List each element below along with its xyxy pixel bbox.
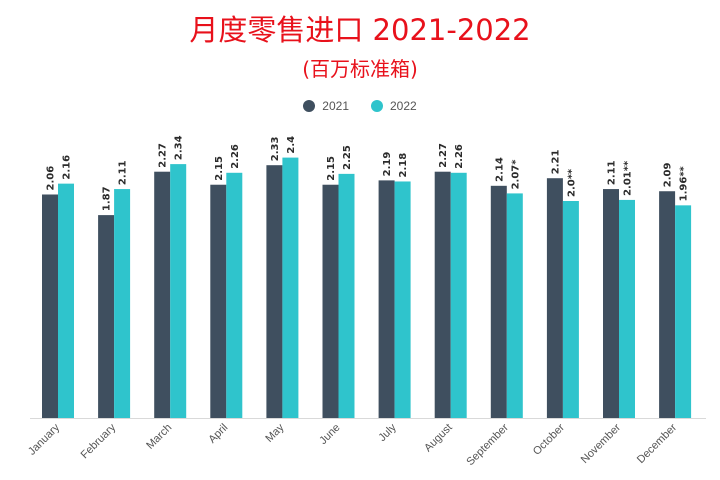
bar-2022-may bbox=[282, 157, 299, 418]
value-label-2021-may: 2.33 bbox=[270, 136, 281, 161]
bar-2022-june bbox=[338, 173, 355, 418]
chart-subtitle: (百万标准箱) bbox=[302, 57, 418, 81]
bar-2022-april bbox=[226, 172, 243, 418]
bar-2021-september bbox=[490, 185, 507, 418]
value-label-2021-april: 2.15 bbox=[214, 156, 225, 181]
value-label-2022-march: 2.34 bbox=[174, 135, 185, 160]
bar-2021-october bbox=[546, 178, 563, 418]
value-label-2021-august: 2.27 bbox=[438, 143, 449, 168]
x-tick-label-september: September bbox=[464, 421, 511, 468]
value-label-2022-may: 2.4 bbox=[286, 136, 297, 154]
bar-2022-february bbox=[114, 189, 131, 418]
value-label-2022-july: 2.18 bbox=[398, 153, 409, 178]
x-tick-label-june: June bbox=[317, 422, 342, 447]
value-label-2021-december: 2.09 bbox=[663, 163, 674, 188]
value-label-2022-february: 2.11 bbox=[118, 160, 129, 185]
x-tick-label-november: November bbox=[579, 421, 624, 466]
bar-2021-april bbox=[210, 184, 227, 418]
bar-2021-may bbox=[266, 165, 283, 418]
value-label-2022-october: 2.0** bbox=[566, 168, 577, 197]
bar-2021-march bbox=[154, 171, 171, 418]
bar-2022-march bbox=[170, 164, 187, 418]
chart-title: 月度零售进口 2021-2022 bbox=[189, 13, 531, 47]
value-label-2022-april: 2.26 bbox=[230, 144, 241, 169]
bar-2021-july bbox=[378, 180, 395, 418]
bar-2021-february bbox=[98, 215, 115, 418]
bar-2022-december bbox=[675, 205, 692, 418]
x-tick-label-july: July bbox=[376, 421, 399, 444]
x-tick-label-march: March bbox=[144, 422, 174, 452]
value-label-2021-july: 2.19 bbox=[382, 152, 393, 177]
value-label-2021-november: 2.11 bbox=[607, 160, 618, 185]
value-label-2022-august: 2.26 bbox=[454, 144, 465, 169]
bar-2022-september bbox=[506, 193, 523, 418]
bar-2021-august bbox=[434, 171, 451, 418]
bar-2022-july bbox=[394, 181, 411, 418]
value-label-2021-june: 2.15 bbox=[326, 156, 337, 181]
value-label-2022-november: 2.01** bbox=[623, 160, 634, 196]
value-label-2022-september: 2.07* bbox=[510, 159, 521, 190]
value-label-2022-june: 2.25 bbox=[342, 145, 353, 170]
legend-item-2021: 2021 bbox=[303, 99, 349, 113]
legend-swatch-2022 bbox=[371, 100, 383, 112]
bar-2021-june bbox=[322, 184, 339, 418]
value-label-2021-february: 1.87 bbox=[102, 186, 113, 211]
legend-item-2022: 2022 bbox=[371, 99, 417, 113]
value-label-2022-december: 1.96** bbox=[679, 165, 690, 201]
legend-label-2021: 2021 bbox=[322, 99, 349, 113]
x-tick-label-april: April bbox=[206, 422, 230, 446]
bar-2022-august bbox=[450, 172, 467, 418]
chart-legend: 2021 2022 bbox=[0, 99, 720, 113]
x-tick-label-october: October bbox=[531, 421, 567, 457]
legend-label-2022: 2022 bbox=[390, 99, 417, 113]
bar-2021-november bbox=[603, 189, 619, 418]
x-tick-label-february: February bbox=[79, 421, 119, 461]
x-tick-label-december: December bbox=[635, 421, 680, 466]
bar-2022-january bbox=[58, 183, 74, 418]
bar-2022-october bbox=[562, 201, 579, 418]
legend-swatch-2021 bbox=[303, 100, 316, 112]
value-label-2021-january: 2.06 bbox=[46, 166, 57, 191]
x-tick-label-august: August bbox=[422, 422, 455, 455]
x-tick-label-january: January bbox=[26, 421, 63, 458]
bar-2021-december bbox=[659, 191, 676, 418]
bar-2022-november bbox=[619, 199, 635, 418]
x-tick-label-may: May bbox=[263, 421, 287, 445]
bar-2021-january bbox=[42, 194, 58, 418]
value-label-2021-october: 2.21 bbox=[550, 150, 561, 175]
value-label-2021-march: 2.27 bbox=[158, 143, 169, 168]
value-label-2022-january: 2.16 bbox=[62, 155, 73, 180]
value-label-2021-september: 2.14 bbox=[494, 157, 505, 182]
